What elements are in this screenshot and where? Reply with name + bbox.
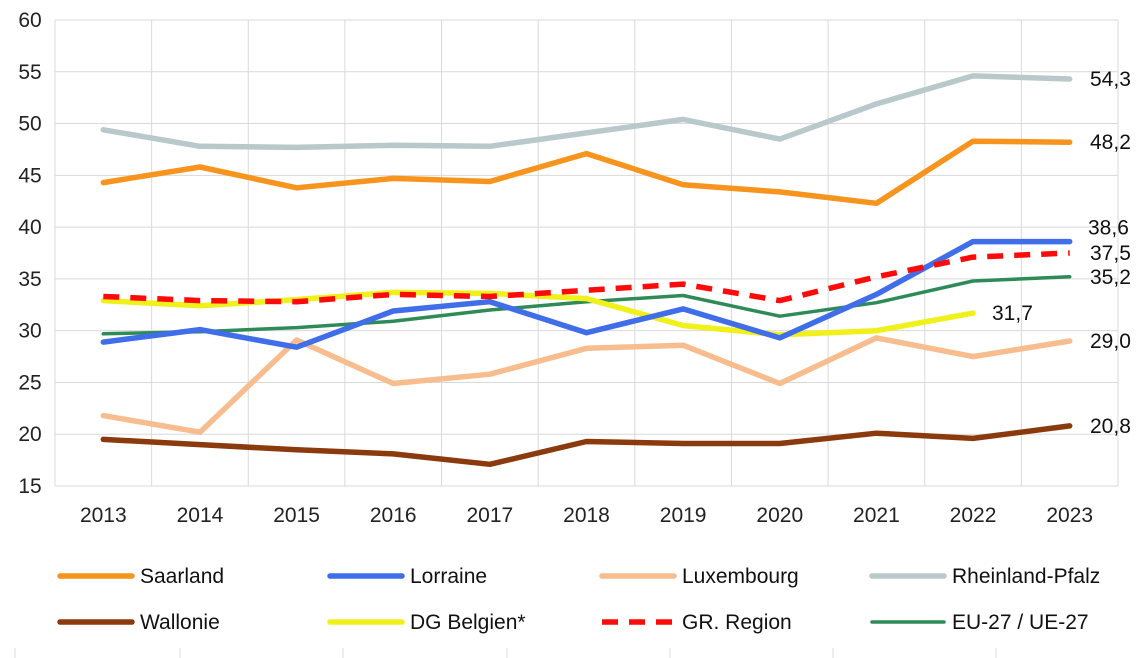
x-tick-label: 2020 bbox=[756, 504, 803, 527]
legend-item-gr-region: GR. Region bbox=[602, 611, 792, 634]
legend-label: Wallonie bbox=[140, 611, 220, 634]
end-label-wallonie: 20,8 bbox=[1090, 415, 1131, 438]
x-tick-label: 2021 bbox=[853, 504, 900, 527]
end-label-rheinland-pfalz: 54,3 bbox=[1090, 68, 1131, 91]
x-tick-label: 2015 bbox=[273, 504, 320, 527]
x-tick-label: 2023 bbox=[1046, 504, 1093, 527]
y-tick-label: 30 bbox=[18, 320, 41, 343]
end-label-luxembourg: 29,0 bbox=[1090, 330, 1131, 353]
series-line-lorraine bbox=[100, 238, 1073, 350]
y-tick-label: 60 bbox=[18, 9, 41, 32]
end-labels: 48,2 38,6 29,0 54,3 20,8 31,7 37,535,2 bbox=[992, 68, 1131, 438]
legend-item-rheinland-pfalz: Rheinland-Pfalz bbox=[869, 565, 1100, 588]
y-tick-label: 20 bbox=[18, 423, 41, 446]
y-tick-label: 40 bbox=[18, 216, 41, 239]
legend-item-eu-27-ue-27: EU-27 / UE-27 bbox=[870, 611, 1089, 634]
x-tick-label: 2013 bbox=[80, 504, 127, 527]
y-tick-label: 15 bbox=[18, 475, 41, 498]
end-label-gr-region: 37,5 bbox=[1090, 242, 1131, 265]
y-tick-label: 45 bbox=[18, 164, 41, 187]
end-label-dg-belgien: 31,7 bbox=[992, 302, 1033, 325]
legend-item-saarland: Saarland bbox=[57, 565, 224, 588]
x-tick-label: 2014 bbox=[177, 504, 224, 527]
legend-label: GR. Region bbox=[682, 611, 792, 634]
x-tick-label: 2019 bbox=[660, 504, 707, 527]
legend-item-lorraine: Lorraine bbox=[327, 565, 487, 588]
x-axis: 2013 2014 2015 2016 2017 2018 2019 2020 2021 2022… bbox=[80, 504, 1093, 527]
x-tick-label: 2016 bbox=[370, 504, 417, 527]
series-line-luxembourg bbox=[100, 335, 1073, 435]
legend-label: Luxembourg bbox=[682, 565, 799, 588]
y-tick-label: 35 bbox=[18, 268, 41, 291]
series-line-wallonie bbox=[100, 423, 1073, 468]
legend-item-luxembourg: Luxembourg bbox=[599, 565, 799, 588]
legend-label: EU-27 / UE-27 bbox=[952, 611, 1089, 634]
x-tick-label: 2017 bbox=[467, 504, 514, 527]
end-label-saarland: 48,2 bbox=[1090, 131, 1131, 154]
x-tick-label: 2018 bbox=[563, 504, 610, 527]
y-tick-label: 25 bbox=[18, 371, 41, 394]
legend-item-dg-belgien: DG Belgien* bbox=[327, 611, 526, 634]
legend-label: Rheinland-Pfalz bbox=[952, 565, 1100, 588]
legend-item-wallonie: Wallonie bbox=[57, 611, 220, 634]
legend: Saarland Lorraine Luxembourg Rheinland-Pfal… bbox=[57, 565, 1100, 634]
chart-grid bbox=[54, 19, 1119, 487]
series-line-saarland bbox=[100, 138, 1073, 207]
y-tick-label: 55 bbox=[18, 61, 41, 84]
end-label-lorraine: 38,6 bbox=[1088, 217, 1129, 240]
footer-rule bbox=[14, 648, 997, 658]
legend-label: Lorraine bbox=[410, 565, 487, 588]
series-line-eu-27-ue-27 bbox=[101, 275, 1072, 336]
end-label-eu-27-ue-27: 35,2 bbox=[1090, 266, 1131, 289]
legend-label: Saarland bbox=[140, 565, 224, 588]
series-line-gr-region bbox=[103, 250, 1070, 305]
legend-label: DG Belgien* bbox=[410, 611, 526, 634]
x-tick-label: 2022 bbox=[950, 504, 997, 527]
series-line-rheinland-pfalz bbox=[100, 73, 1073, 151]
y-tick-label: 50 bbox=[18, 113, 41, 136]
series-lines bbox=[100, 73, 1073, 468]
y-axis: 15 20 25 30 35 40 45 50 55 60 bbox=[18, 9, 41, 498]
